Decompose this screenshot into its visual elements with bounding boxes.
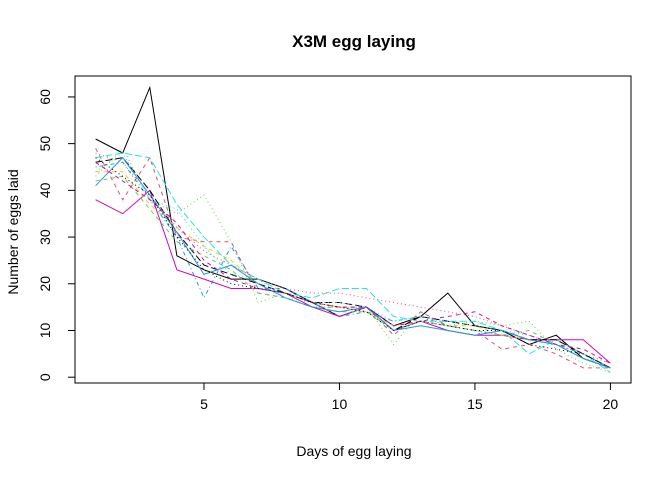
y-tick-label: 50 bbox=[37, 136, 53, 152]
y-tick-label: 10 bbox=[37, 322, 53, 338]
plot-frame bbox=[74, 75, 632, 384]
series-line-13 bbox=[95, 161, 611, 364]
series-layer bbox=[95, 85, 611, 373]
series-line-5 bbox=[95, 152, 611, 373]
y-tick-label: 60 bbox=[37, 89, 53, 105]
series-line-11 bbox=[95, 156, 611, 369]
x-tick-label: 5 bbox=[200, 396, 208, 412]
x-axis: 5 10 15 20 bbox=[200, 382, 619, 412]
y-tick-label: 30 bbox=[37, 229, 53, 245]
series-line-1 bbox=[95, 85, 611, 369]
y-axis-label: Number of eggs laid bbox=[5, 169, 21, 294]
series-line-6 bbox=[95, 189, 611, 364]
series-line-12 bbox=[95, 152, 611, 369]
series-line-7 bbox=[95, 171, 611, 369]
y-tick-label: 0 bbox=[37, 373, 53, 381]
x-tick-label: 10 bbox=[332, 396, 348, 412]
series-line-10 bbox=[95, 175, 611, 369]
series-line-14 bbox=[95, 157, 611, 369]
x-tick-label: 20 bbox=[603, 396, 619, 412]
x-tick-label: 15 bbox=[467, 396, 483, 412]
y-tick-label: 20 bbox=[37, 276, 53, 292]
y-tick-label: 40 bbox=[37, 182, 53, 198]
chart-title: X3M egg laying bbox=[292, 32, 416, 51]
x-axis-label: Days of egg laying bbox=[296, 443, 411, 459]
y-axis: 0 10 20 30 40 50 60 bbox=[37, 89, 76, 381]
series-line-3 bbox=[95, 147, 611, 373]
